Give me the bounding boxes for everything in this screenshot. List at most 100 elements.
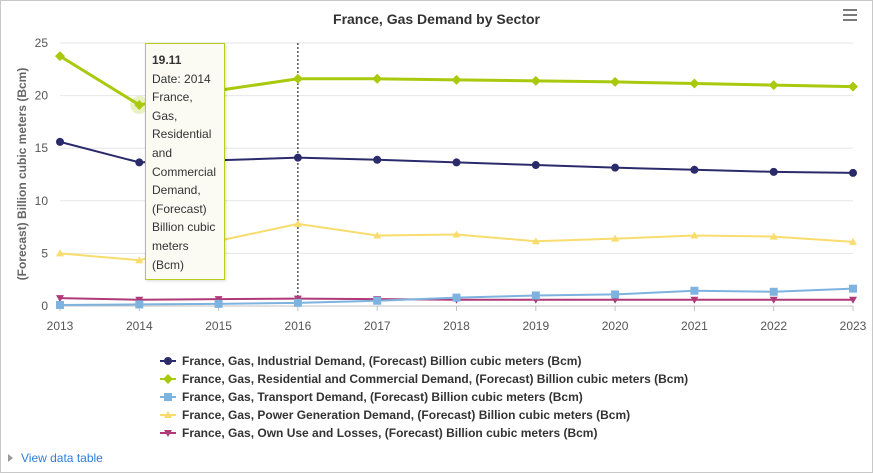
data-point[interactable] [769, 287, 778, 296]
data-point[interactable] [769, 296, 778, 304]
data-point[interactable] [531, 237, 540, 245]
data-point[interactable] [848, 81, 858, 92]
data-point[interactable] [56, 249, 64, 257]
y-axis-label: (Forecast) Billion cubic meters (Bcm) [15, 68, 29, 281]
x-tick-label: 2015 [205, 319, 232, 333]
data-point[interactable] [610, 76, 621, 87]
legend-label: France, Gas, Transport Demand, (Forecast… [182, 390, 583, 404]
chart-title: France, Gas Demand by Sector [333, 11, 540, 27]
data-point[interactable] [690, 296, 699, 304]
data-point[interactable] [611, 234, 620, 242]
data-point[interactable] [611, 290, 620, 299]
data-point[interactable] [135, 256, 144, 264]
x-tick-label: 2013 [47, 319, 74, 333]
data-point[interactable] [768, 80, 779, 91]
data-point[interactable] [135, 300, 144, 309]
view-data-table-link[interactable]: View data table [8, 451, 103, 465]
y-tick-label: 10 [35, 194, 49, 208]
tooltip-value: 19.11 [152, 53, 182, 67]
data-point[interactable] [849, 296, 857, 304]
tooltip-line: Commercial [152, 164, 217, 179]
tooltip-line: France, [152, 90, 193, 105]
legend: France, Gas, Industrial Demand, (Forecas… [160, 352, 688, 442]
x-tick-label: 2022 [760, 319, 787, 333]
data-point[interactable] [373, 155, 382, 164]
x-tick-label: 2018 [443, 319, 470, 333]
data-point[interactable] [56, 300, 64, 309]
data-point[interactable] [135, 296, 144, 304]
y-axis-ticks: 0 5 10 15 20 25 [35, 36, 49, 313]
legend-symbol-icon [160, 374, 176, 384]
data-point[interactable] [293, 153, 302, 162]
data-point[interactable] [849, 237, 857, 245]
view-data-table-label: View data table [21, 451, 103, 465]
tooltip-line: and [152, 145, 173, 160]
legend-label: France, Gas, Own Use and Losses, (Foreca… [182, 426, 598, 440]
data-point[interactable] [293, 219, 302, 227]
data-point[interactable] [56, 137, 64, 146]
data-point[interactable] [689, 78, 700, 89]
expand-triangle-icon [8, 454, 13, 462]
x-axis-ticks: 2013 2014 2015 2016 2017 2018 2019 2020 2021 2022… [47, 306, 867, 333]
legend-item[interactable]: France, Gas, Residential and Commercial … [160, 370, 688, 388]
tooltip-line: (Forecast) [152, 201, 207, 216]
data-point[interactable] [373, 231, 382, 239]
data-point[interactable] [373, 296, 382, 305]
data-point[interactable] [849, 284, 857, 293]
data-point[interactable] [611, 163, 620, 172]
data-point[interactable] [452, 293, 461, 302]
tooltip-line: (Bcm) [152, 257, 184, 272]
data-point[interactable] [690, 286, 699, 295]
tooltip: 19.11 Date: 2014 France, Gas, Residential an… [145, 43, 225, 281]
x-tick-label: 2020 [602, 319, 629, 333]
data-point[interactable] [135, 158, 144, 167]
data-point[interactable] [849, 168, 857, 177]
data-point[interactable] [611, 296, 620, 304]
data-point[interactable] [451, 74, 462, 85]
legend-item[interactable]: France, Gas, Industrial Demand, (Forecas… [160, 352, 688, 370]
data-point[interactable] [56, 295, 64, 303]
data-point[interactable] [55, 51, 65, 62]
data-point[interactable] [214, 299, 223, 308]
x-tick-label: 2023 [840, 319, 867, 333]
tooltip-line: Date: 2014 [152, 71, 211, 86]
tooltip-line: Demand, [152, 183, 201, 198]
x-tick-label: 2014 [126, 319, 153, 333]
data-point[interactable] [690, 231, 699, 239]
data-point[interactable] [690, 165, 699, 174]
legend-item[interactable]: France, Gas, Power Generation Demand, (F… [160, 406, 688, 424]
y-tick-label: 5 [41, 246, 48, 260]
legend-symbol-icon [160, 393, 176, 401]
legend-item[interactable]: France, Gas, Transport Demand, (Forecast… [160, 388, 688, 406]
x-tick-label: 2019 [522, 319, 549, 333]
legend-symbol-icon [160, 411, 176, 418]
tooltip-line: Residential [152, 127, 212, 142]
x-tick-label: 2017 [364, 319, 391, 333]
data-point[interactable] [452, 158, 461, 167]
data-point[interactable] [372, 73, 383, 84]
legend-symbol-icon [160, 430, 176, 437]
hamburger-menu-icon[interactable] [843, 9, 857, 21]
data-point[interactable] [531, 161, 540, 170]
legend-symbol-icon [160, 357, 176, 365]
data-point[interactable] [530, 75, 541, 86]
legend-label: France, Gas, Industrial Demand, (Forecas… [182, 354, 582, 368]
data-point[interactable] [452, 230, 461, 238]
data-point[interactable] [769, 232, 778, 240]
data-point[interactable] [214, 296, 223, 304]
data-point[interactable] [531, 291, 540, 300]
tooltip-lines: Date: 2014 France, Gas, Residential and Comme… [152, 70, 218, 275]
data-point[interactable] [134, 99, 145, 110]
data-point[interactable] [769, 167, 778, 176]
y-tick-label: 15 [35, 141, 49, 155]
tooltip-line: Billion cubic [152, 220, 216, 235]
data-point[interactable] [292, 73, 303, 84]
y-tick-label: 25 [35, 36, 49, 50]
data-point[interactable] [293, 298, 302, 307]
x-tick-label: 2016 [285, 319, 312, 333]
legend-label: France, Gas, Power Generation Demand, (F… [182, 408, 631, 422]
x-tick-label: 2021 [681, 319, 708, 333]
legend-item[interactable]: France, Gas, Own Use and Losses, (Foreca… [160, 424, 688, 442]
y-tick-label: 20 [35, 89, 49, 103]
